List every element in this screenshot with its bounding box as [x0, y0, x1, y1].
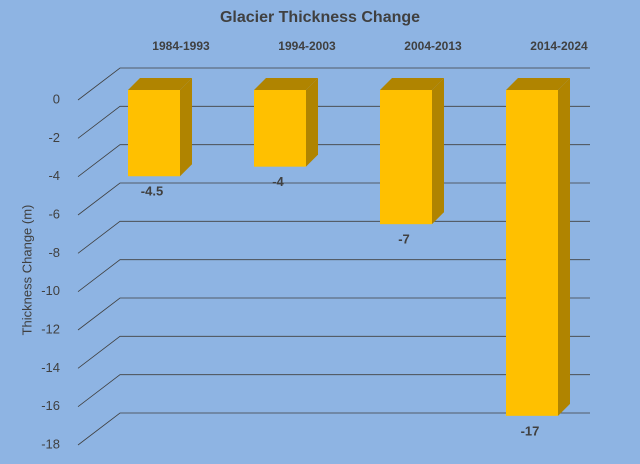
grid-line [77, 297, 590, 331]
bar-side [558, 78, 570, 416]
y-tick-label: -8 [48, 245, 60, 260]
y-tick-label: -12 [41, 321, 60, 336]
bar [254, 90, 306, 167]
y-tick-label: -10 [41, 283, 60, 298]
y-tick-label: -6 [48, 206, 60, 221]
grid-line [77, 259, 590, 292]
y-tick-label: -14 [41, 360, 60, 375]
grid-line [77, 335, 590, 369]
bar-side [306, 78, 318, 167]
chart-title: Glacier Thickness Change [220, 9, 420, 26]
x-tick-label: 2004-2013 [404, 39, 462, 53]
value-label: -4 [272, 174, 284, 189]
bar-side [180, 78, 192, 177]
y-tick-label: -18 [41, 436, 60, 451]
grid-line [77, 374, 590, 407]
y-tick-label: -4 [48, 168, 60, 183]
value-label: -17 [521, 423, 540, 438]
x-tick-label: 1994-2003 [278, 39, 336, 53]
x-tick-label: 2014-2024 [530, 39, 588, 53]
bar-top [128, 78, 192, 90]
bar-top [506, 78, 570, 90]
bar-side [432, 78, 444, 225]
value-label: -7 [398, 232, 410, 247]
bar [506, 90, 558, 416]
grid-line [77, 67, 590, 101]
y-tick-label: -2 [48, 130, 60, 145]
grid-line [77, 412, 590, 446]
value-label: -4.5 [141, 184, 163, 199]
y-tick-label: -16 [41, 398, 60, 413]
bar-top [254, 78, 318, 90]
bar [128, 90, 180, 177]
y-tick-label: 0 [53, 91, 60, 106]
y-axis-label: Thickness Change (m) [19, 205, 34, 336]
bar-top [380, 78, 444, 90]
bar [380, 90, 432, 225]
x-tick-label: 1984-1993 [152, 39, 210, 53]
